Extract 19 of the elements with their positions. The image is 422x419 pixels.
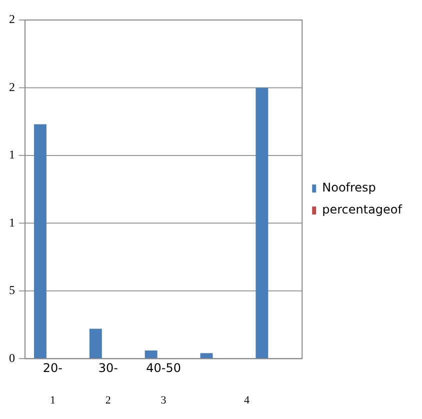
- bar: [144, 350, 158, 359]
- x-tick-label: 30-: [98, 360, 118, 375]
- text: 2: [9, 12, 15, 26]
- bar: [89, 328, 102, 359]
- bar: [34, 124, 46, 359]
- x-tick-label: 20-: [42, 360, 63, 375]
- legend-label: percentageof: [322, 202, 403, 217]
- x-tick-label: 40-50: [146, 360, 181, 375]
- text: 0: [9, 350, 15, 365]
- text: 2: [9, 80, 15, 94]
- legend-label: Noofresp: [322, 180, 376, 195]
- text: 1: [50, 394, 56, 406]
- text: 4: [244, 394, 250, 406]
- text: 2: [105, 394, 111, 406]
- text: 1: [9, 215, 15, 230]
- bar: [256, 88, 268, 359]
- text: 1: [9, 148, 15, 162]
- text: 5: [9, 283, 15, 298]
- text: 3: [160, 394, 167, 406]
